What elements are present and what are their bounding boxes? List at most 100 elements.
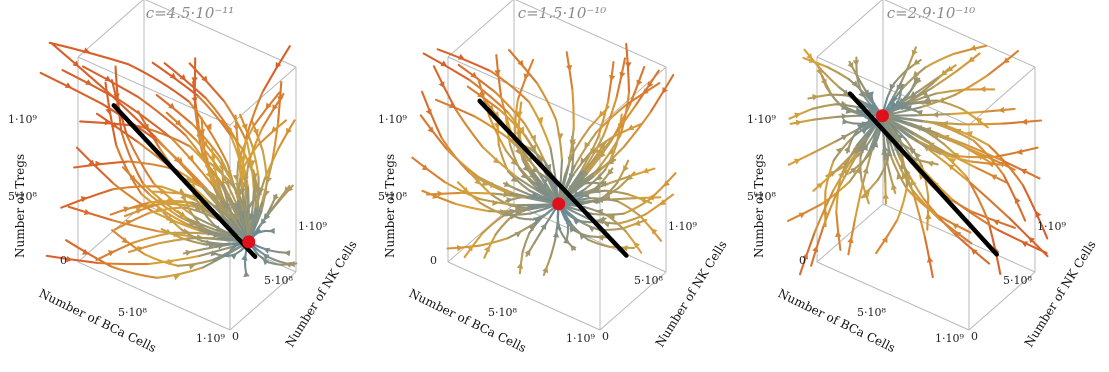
- streamline-segment: [266, 255, 281, 263]
- stream-arrow: [600, 143, 607, 150]
- chart-2-ztick-1: 1·10⁹: [378, 113, 407, 126]
- streamline-segment: [952, 44, 988, 55]
- stream-arrow: [477, 91, 484, 98]
- stream-arrow: [242, 176, 249, 183]
- stream-arrow: [223, 179, 230, 187]
- streamline-segment: [121, 166, 151, 196]
- stream-arrow: [609, 75, 616, 82]
- stream-arrow: [165, 215, 173, 222]
- equilibrium-line: [111, 103, 258, 259]
- streamline-segment: [935, 88, 966, 95]
- streamline-segment: [160, 228, 184, 240]
- streamline-segment: [937, 151, 972, 163]
- streamline-segment: [127, 242, 160, 254]
- stream-arrow: [532, 192, 540, 199]
- stream-arrow: [249, 213, 256, 220]
- stream-arrow: [129, 174, 136, 182]
- stream-arrow: [908, 148, 916, 155]
- streamline-segment: [832, 151, 858, 192]
- stream-arrow: [854, 167, 861, 175]
- stream-arrow: [283, 250, 291, 257]
- streamline-segment: [813, 189, 835, 233]
- stream-arrow: [659, 199, 667, 206]
- streamline-segment: [123, 202, 161, 218]
- stream-arrow: [268, 227, 275, 235]
- streamline-segment: [903, 121, 927, 133]
- stream-arrow: [881, 145, 889, 152]
- stream-arrow: [590, 148, 596, 155]
- box-edge: [968, 271, 1036, 331]
- streamline-segment: [183, 206, 219, 220]
- streamline-segment: [446, 244, 480, 250]
- stream-arrow: [841, 113, 848, 120]
- stream-arrow: [525, 156, 532, 164]
- stream-arrow: [107, 250, 115, 257]
- streamline-segment: [251, 144, 260, 179]
- streamline-segment: [267, 261, 283, 266]
- stream-arrow: [95, 160, 102, 168]
- stream-arrow: [639, 197, 647, 204]
- stream-arrow: [226, 127, 233, 135]
- streamline-segment: [933, 212, 972, 234]
- stream-arrow: [542, 266, 549, 274]
- streamline-segment: [936, 64, 957, 80]
- stream-arrow: [966, 131, 973, 138]
- chart-2-ytick-1: 0: [602, 330, 609, 343]
- stream-arrow: [816, 182, 824, 189]
- stream-arrow: [88, 159, 95, 167]
- streamline-segment: [821, 74, 833, 96]
- stream-arrow: [165, 228, 172, 235]
- equilibrium-point: [875, 109, 889, 123]
- stream-arrow: [104, 75, 112, 82]
- streamline-segment: [126, 63, 191, 104]
- stream-arrow: [812, 245, 819, 253]
- stream-arrow: [187, 154, 194, 162]
- streamline-segment: [493, 90, 526, 125]
- streamline-segment: [962, 108, 989, 129]
- streamline-segment: [610, 104, 637, 141]
- streamline-segment: [811, 140, 838, 155]
- streamline-segment: [860, 178, 879, 199]
- stream-arrow: [516, 111, 523, 118]
- stream-arrow: [207, 229, 214, 236]
- stream-arrow: [493, 122, 501, 130]
- stream-arrow: [175, 119, 182, 126]
- stream-arrow: [889, 83, 896, 91]
- streamline-segment: [916, 139, 957, 157]
- stream-arrow: [160, 188, 167, 195]
- stream-arrow: [206, 239, 213, 247]
- streamline-segment: [200, 239, 226, 246]
- streamline-segment: [191, 122, 222, 159]
- chart-1-xlabel: Number of BCa Cells: [37, 286, 159, 355]
- streamline-segment: [602, 97, 618, 138]
- streamline-segment: [119, 99, 173, 140]
- streamline-segment: [838, 149, 861, 189]
- streamline-segment: [216, 157, 235, 185]
- streamline-segment: [918, 76, 939, 92]
- stream-arrow: [593, 187, 600, 194]
- streamline-segment: [835, 114, 861, 118]
- streamline-segment: [111, 185, 164, 191]
- stream-arrow: [487, 104, 494, 112]
- streamline-segment: [457, 63, 496, 93]
- streamline-segment: [81, 65, 140, 99]
- streamline-segment: [184, 134, 223, 186]
- stream-arrow: [572, 217, 580, 225]
- streamline-segment: [947, 110, 983, 116]
- streamline-segment: [208, 161, 229, 180]
- stream-arrow: [205, 123, 212, 131]
- streamline-segment: [788, 107, 814, 120]
- streamline-segment: [459, 191, 495, 195]
- streamline-segment: [644, 193, 675, 216]
- stream-arrow: [872, 141, 879, 148]
- streamline-segment: [95, 112, 140, 144]
- streamline-segment: [1021, 184, 1049, 240]
- streamline-segment: [454, 108, 484, 149]
- streamline-segment: [986, 49, 1020, 77]
- box-edge: [77, 261, 231, 331]
- streamline-segment: [596, 99, 610, 139]
- streamline-segment: [239, 113, 254, 147]
- streamline-segment: [234, 114, 240, 149]
- streamline-segment: [252, 91, 281, 128]
- stream-arrow: [517, 59, 524, 67]
